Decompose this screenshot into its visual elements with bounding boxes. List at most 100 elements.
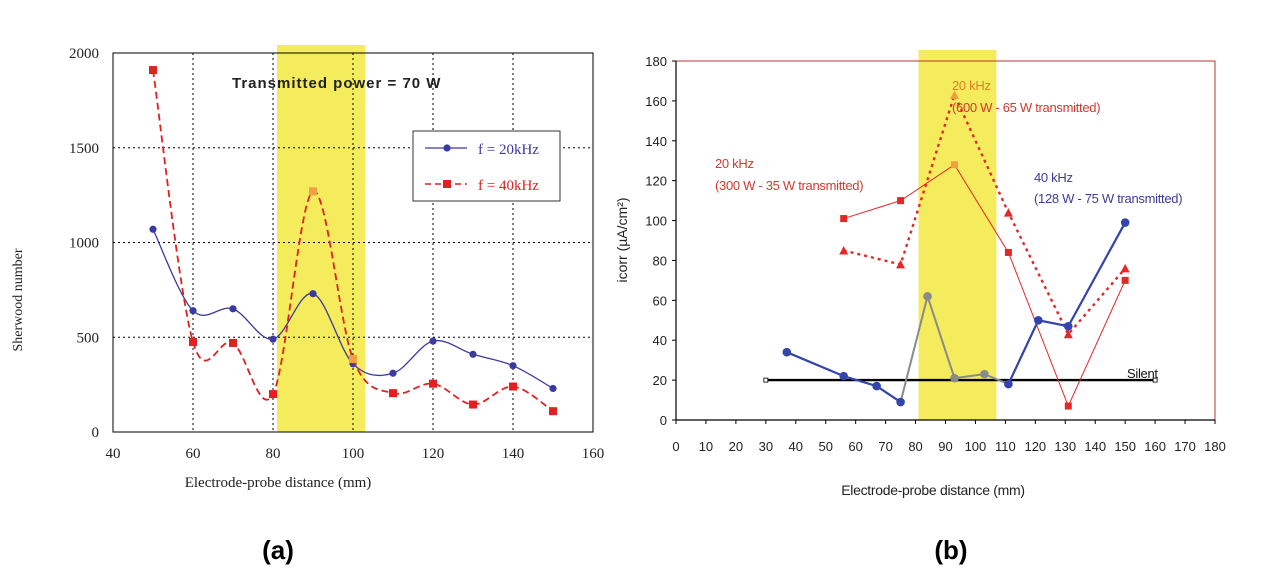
b-xtick-label: 120 (1024, 439, 1046, 454)
a-legend-marker-20k (443, 144, 451, 152)
a-legend-label-40k: f = 40kHz (478, 178, 539, 194)
a-point-20k (269, 335, 277, 343)
a-ylabel: Sherwood number (11, 248, 26, 351)
b-annotation-20k-300-line1: 20 kHz (715, 156, 754, 171)
a-point-40k (469, 400, 477, 409)
b-xtick-label: 70 (878, 439, 892, 454)
a-point-40k (229, 338, 237, 347)
b-point-40k (1034, 315, 1043, 325)
b-ylabel: icorr (µA/cm²) (614, 197, 630, 282)
b-xtick-label: 30 (759, 439, 773, 454)
b-xtick-label: 130 (1054, 439, 1076, 454)
a-point-40k (389, 389, 397, 398)
a-point-40k (509, 382, 517, 391)
a-xlabel: Electrode-probe distance (mm) (185, 475, 372, 491)
b-ytick-label: 120 (645, 174, 667, 189)
b-ytick-label: 100 (645, 214, 667, 229)
b-point-40k-highlight (950, 373, 959, 383)
a-ytick-label: 2000 (69, 46, 99, 62)
b-series (763, 90, 1158, 410)
a-point-20k (229, 305, 237, 313)
b-annotation-20k-300-line2: (300 W - 35 W transmitted) (715, 178, 863, 193)
a-point-20k (509, 362, 517, 370)
chart-a: 40 60 80 100 120 140 160 0 500 1000 1500 2000 Trans… (11, 45, 604, 491)
a-point-20k (429, 337, 437, 345)
b-ytick-label: 160 (645, 94, 667, 109)
b-axes (672, 60, 1216, 424)
a-series (149, 66, 557, 416)
b-point-20k-600 (949, 90, 959, 99)
a-tick-labels: 40 60 80 100 120 140 160 0 500 1000 1500 2000 (69, 46, 604, 462)
a-point-40k (549, 407, 557, 416)
b-xtick-label: 100 (965, 439, 987, 454)
a-xtick-label: 100 (342, 446, 365, 462)
b-point-20k-600 (1003, 208, 1013, 217)
b-xtick-label: 60 (848, 439, 862, 454)
b-ytick-label: 80 (653, 253, 667, 268)
b-point-40k (896, 397, 905, 407)
chart-b: 0 10 20 30 40 50 60 70 80 90 100 110 120 130 140 150 160… (614, 50, 1226, 498)
b-xtick-label: 0 (672, 439, 679, 454)
a-xtick-label: 60 (186, 446, 201, 462)
b-point-40k (1063, 321, 1073, 331)
a-point-20k (309, 290, 317, 298)
b-point-20k-600 (896, 259, 906, 269)
a-plot-frame (112, 52, 594, 433)
b-ytick-label: 0 (660, 413, 667, 428)
b-point-20k-600 (1120, 263, 1130, 273)
b-xtick-label: 180 (1204, 439, 1226, 454)
b-xtick-label: 50 (818, 439, 832, 454)
b-point-40k (872, 381, 881, 391)
b-xtick-label: 80 (908, 439, 922, 454)
b-annotation-40k-line2: (128 W - 75 W transmitted) (1034, 191, 1182, 206)
b-xtick-label: 40 (789, 439, 803, 454)
a-point-20k (469, 350, 477, 358)
b-tick-labels: 0 10 20 30 40 50 60 70 80 90 100 110 120 130 140 150 160… (645, 54, 1226, 454)
a-title: Transmitted power = 70 W (232, 75, 441, 92)
b-point-20k-300 (950, 161, 958, 169)
a-xtick-label: 40 (106, 446, 121, 462)
b-line-20k-300 (843, 164, 1126, 408)
a-point-40k (309, 187, 317, 196)
b-point-20k-300 (897, 197, 905, 205)
a-line-20k (152, 228, 554, 389)
a-ytick-label: 1000 (69, 236, 99, 252)
b-point-40k (839, 371, 848, 381)
a-ytick-label: 1500 (69, 141, 99, 157)
b-point-20k-300 (840, 215, 848, 223)
a-point-20k (149, 225, 157, 233)
a-point-40k (429, 379, 437, 388)
b-ytick-label: 60 (653, 293, 667, 308)
a-legend: f = 20kHz f = 40kHz (412, 130, 561, 202)
a-ytick-label: 500 (77, 330, 100, 346)
a-legend-label-20k: f = 20kHz (478, 142, 539, 158)
b-point-40k (1120, 218, 1130, 227)
b-xtick-label: 150 (1114, 439, 1136, 454)
b-xtick-label: 110 (995, 439, 1016, 454)
a-point-20k (549, 384, 557, 393)
b-line-40k-left (786, 351, 902, 403)
b-ytick-label: 40 (653, 333, 667, 348)
b-highlight-band (918, 50, 997, 420)
a-highlight-band (277, 45, 365, 432)
a-point-40k (269, 390, 277, 399)
b-xtick-label: 20 (729, 439, 743, 454)
a-xtick-label: 120 (422, 446, 445, 462)
b-xtick-label: 160 (1144, 439, 1166, 454)
b-annotation-20k-600-line1: 20 kHz (952, 78, 991, 93)
a-point-20k (189, 307, 197, 315)
b-line-40k-right (1007, 222, 1127, 385)
b-point-20k-600 (839, 245, 849, 255)
b-point-40k-highlight (980, 369, 989, 379)
b-ytick-label: 180 (645, 54, 667, 69)
b-annotation-20k-600-line2: (600 W - 65 W transmitted) (952, 100, 1100, 115)
a-xtick-label: 80 (266, 446, 281, 462)
b-annotation-40k-line1: 40 kHz (1034, 170, 1073, 185)
a-xtick-label: 160 (582, 446, 605, 462)
panel-label-b: (b) (934, 535, 967, 565)
a-point-40k (349, 355, 357, 364)
a-xtick-label: 140 (502, 446, 525, 462)
a-point-20k (389, 369, 397, 377)
b-xtick-label: 90 (938, 439, 952, 454)
